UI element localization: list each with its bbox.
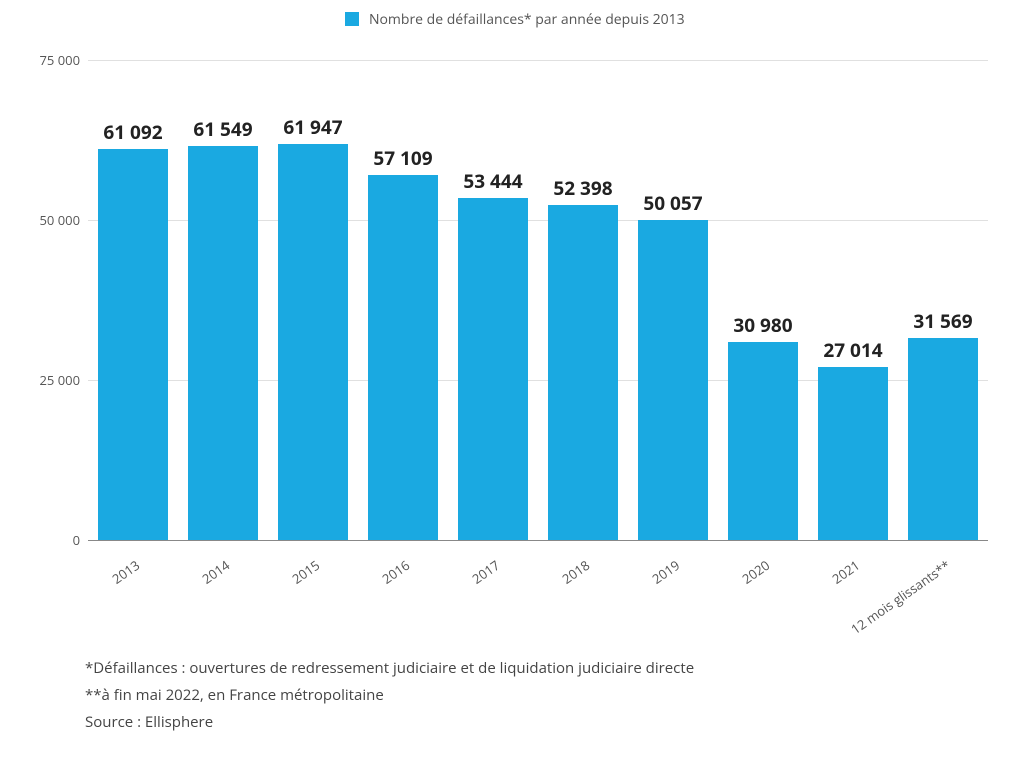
bar-value-label: 57 109 bbox=[373, 145, 432, 171]
bar bbox=[368, 175, 438, 540]
footnote-1: *Défaillances : ouvertures de redresseme… bbox=[85, 655, 694, 682]
x-tick-label: 2014 bbox=[199, 556, 234, 588]
footnote-2: **à fin mai 2022, en France métropolitai… bbox=[85, 682, 694, 709]
bar bbox=[188, 146, 258, 540]
chart-legend: Nombre de défaillances* par année depuis… bbox=[30, 10, 1000, 29]
chart-plot-area: 025 00050 00075 000 61 092201361 5492014… bbox=[88, 60, 988, 540]
y-tick-label: 0 bbox=[30, 531, 80, 549]
bar bbox=[728, 342, 798, 540]
chart-container: Nombre de défaillances* par année depuis… bbox=[30, 10, 1000, 630]
bar-value-label: 61 947 bbox=[283, 114, 342, 140]
footnote-3: Source : Ellisphere bbox=[85, 709, 694, 736]
bar-value-label: 30 980 bbox=[733, 312, 792, 338]
bar-slot: 27 0142021 bbox=[808, 60, 898, 540]
bar bbox=[98, 149, 168, 540]
bar-value-label: 61 549 bbox=[193, 116, 252, 142]
bar-slot: 52 3982018 bbox=[538, 60, 628, 540]
x-tick-label: 2016 bbox=[379, 556, 414, 588]
bars-group: 61 092201361 549201461 947201557 1092016… bbox=[88, 60, 988, 540]
bar-slot: 61 0922013 bbox=[88, 60, 178, 540]
bar bbox=[908, 338, 978, 540]
y-tick-label: 50 000 bbox=[30, 211, 80, 229]
footnotes: *Défaillances : ouvertures de redresseme… bbox=[85, 655, 694, 736]
bar-value-label: 52 398 bbox=[553, 175, 612, 201]
bar-value-label: 61 092 bbox=[103, 119, 162, 145]
legend-swatch bbox=[345, 12, 359, 26]
bar-value-label: 27 014 bbox=[823, 337, 882, 363]
x-tick-label: 2017 bbox=[469, 556, 504, 588]
x-tick-label: 2015 bbox=[289, 556, 324, 588]
bar-value-label: 50 057 bbox=[643, 190, 702, 216]
y-tick-label: 75 000 bbox=[30, 51, 80, 69]
bar bbox=[458, 198, 528, 540]
bar-value-label: 31 569 bbox=[913, 308, 972, 334]
bar-slot: 61 9472015 bbox=[268, 60, 358, 540]
bar-value-label: 53 444 bbox=[463, 168, 522, 194]
bar bbox=[818, 367, 888, 540]
bar bbox=[638, 220, 708, 540]
x-tick-label: 2018 bbox=[559, 556, 594, 588]
bar-slot: 30 9802020 bbox=[718, 60, 808, 540]
x-tick-label: 12 mois glissants** bbox=[847, 556, 953, 638]
bar-slot: 57 1092016 bbox=[358, 60, 448, 540]
bar-slot: 31 56912 mois glissants** bbox=[898, 60, 988, 540]
bar bbox=[548, 205, 618, 540]
legend-label: Nombre de défaillances* par année depuis… bbox=[369, 10, 685, 29]
x-tick-label: 2019 bbox=[649, 556, 684, 588]
x-tick-label: 2021 bbox=[829, 556, 864, 588]
y-tick-label: 25 000 bbox=[30, 371, 80, 389]
x-tick-label: 2013 bbox=[109, 556, 144, 588]
bar-slot: 53 4442017 bbox=[448, 60, 538, 540]
x-tick-label: 2020 bbox=[739, 556, 774, 588]
bar bbox=[278, 144, 348, 540]
bar-slot: 61 5492014 bbox=[178, 60, 268, 540]
grid-line bbox=[88, 540, 988, 541]
bar-slot: 50 0572019 bbox=[628, 60, 718, 540]
